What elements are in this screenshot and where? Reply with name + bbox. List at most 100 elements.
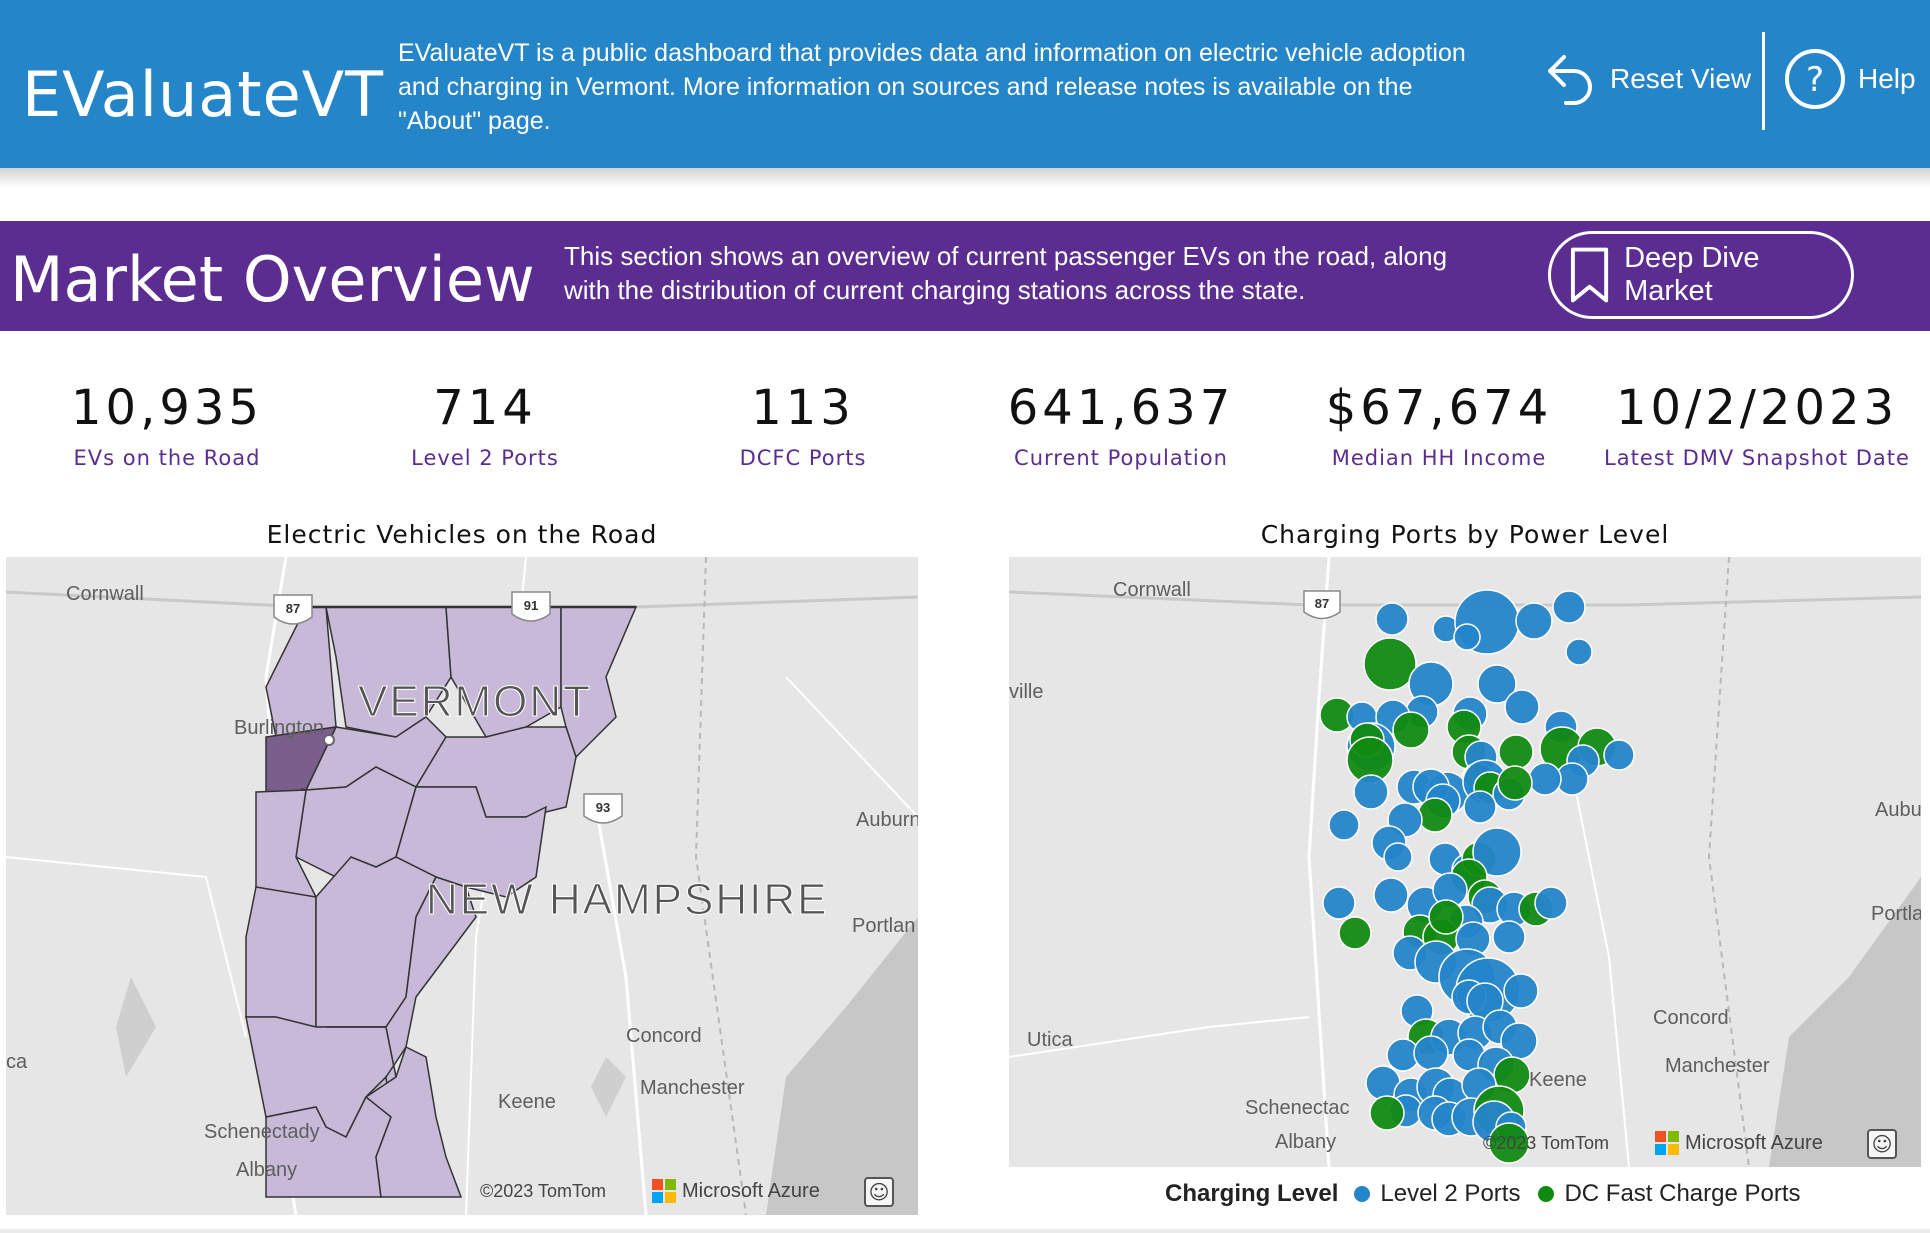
interstate-91-shield: 91 <box>511 591 551 622</box>
kpi-label: Latest DMV Snapshot Date <box>1604 446 1910 470</box>
kpi-evs-on-road: 10,935 EVs on the Road <box>8 380 326 470</box>
level2-port-marker[interactable] <box>1383 842 1413 872</box>
kpi-value: 10,935 <box>71 380 263 436</box>
section-header: Market Overview This section shows an ov… <box>0 221 1930 331</box>
level2-port-marker[interactable] <box>1328 809 1360 841</box>
reset-view-button[interactable]: Reset View <box>1544 44 1751 114</box>
place-label: Concord <box>626 1025 702 1047</box>
level2-port-marker[interactable] <box>1373 877 1409 913</box>
app-title: EValuateVT <box>22 58 385 131</box>
dcfc-port-marker[interactable] <box>1369 1095 1405 1131</box>
level2-port-marker[interactable] <box>1503 973 1539 1009</box>
kpi-value: 10/2/2023 <box>1615 380 1899 436</box>
place-label: Concord <box>1653 1007 1729 1029</box>
place-label: Albany <box>236 1159 298 1181</box>
legend-title: Charging Level <box>1165 1180 1339 1207</box>
kpi-current-population: 641,637 Current Population <box>962 380 1280 470</box>
level2-port-marker[interactable] <box>1528 762 1562 796</box>
microsoft-azure-attribution: Microsoft Azure <box>1655 1131 1823 1155</box>
help-button[interactable]: ? Help <box>1784 44 1916 114</box>
microsoft-logo-icon <box>1655 1131 1679 1155</box>
kpi-label: Level 2 Ports <box>411 446 559 470</box>
level2-port-marker[interactable] <box>1322 886 1356 920</box>
kpi-value: 641,637 <box>1007 380 1235 436</box>
place-label: Keene <box>498 1091 556 1113</box>
svg-text:87: 87 <box>1315 596 1329 611</box>
reset-view-label: Reset View <box>1610 63 1752 94</box>
place-label: Burlington <box>234 717 325 739</box>
header-shadow <box>0 168 1930 188</box>
place-label: Manchester <box>1665 1055 1770 1077</box>
level2-port-marker[interactable] <box>1413 1035 1449 1071</box>
svg-text:87: 87 <box>286 601 300 616</box>
kpi-value: $67,674 <box>1325 380 1553 436</box>
svg-text:93: 93 <box>596 800 610 815</box>
legend-item-dcfc[interactable]: DC Fast Charge Ports <box>1564 1180 1801 1207</box>
level2-port-marker[interactable] <box>1472 827 1522 877</box>
level2-port-marker[interactable] <box>1353 774 1389 810</box>
place-label: Cornwall <box>66 583 144 605</box>
level2-port-marker[interactable] <box>1552 590 1586 624</box>
dcfc-port-marker[interactable] <box>1392 711 1430 749</box>
place-label: Keene <box>1529 1069 1587 1091</box>
bottom-divider <box>0 1229 1930 1233</box>
feedback-smiley-icon[interactable]: ☺ <box>1867 1129 1897 1159</box>
charging-map-canvas: 87 <box>1009 557 1921 1167</box>
place-label: Auburn <box>856 809 918 831</box>
interstate-93-shield: 93 <box>583 793 623 824</box>
deep-dive-market-button[interactable]: Deep Dive Market <box>1548 231 1854 319</box>
place-label: Schenectady <box>204 1121 320 1143</box>
dcfc-port-marker[interactable] <box>1363 637 1417 691</box>
dcfc-port-marker[interactable] <box>1497 765 1533 801</box>
ev-choropleth-map[interactable]: 87 91 93 Cornwall Burlington VERMONT NEW… <box>6 557 918 1215</box>
kpi-dcfc-ports: 113 DCFC Ports <box>644 380 962 470</box>
level2-port-marker[interactable] <box>1492 920 1526 954</box>
dcfc-port-marker[interactable] <box>1428 899 1464 935</box>
feedback-smiley-icon[interactable]: ☺ <box>864 1177 894 1207</box>
kpi-level2-ports: 714 Level 2 Ports <box>326 380 644 470</box>
level2-port-marker[interactable] <box>1375 602 1409 636</box>
top-banner: EValuateVT EValuateVT is a public dashbo… <box>0 0 1930 168</box>
charging-ports-map[interactable]: 87 Cornwall ville Aubu Portla Concord Ma… <box>1009 557 1921 1167</box>
place-label: Aubu <box>1875 799 1921 821</box>
ev-map-canvas: 87 91 93 <box>6 557 918 1215</box>
level2-port-marker[interactable] <box>1515 602 1553 640</box>
svg-text:91: 91 <box>524 598 538 613</box>
charging-legend: Charging Level Level 2 Ports DC Fast Cha… <box>1165 1180 1801 1208</box>
dcfc-port-marker[interactable] <box>1338 916 1372 950</box>
level2-port-marker[interactable] <box>1504 689 1540 725</box>
microsoft-azure-attribution: Microsoft Azure <box>652 1179 820 1203</box>
place-label: ville <box>1009 681 1044 703</box>
charging-port-markers <box>1319 589 1635 1164</box>
dcfc-port-marker[interactable] <box>1417 797 1453 833</box>
deep-dive-label: Deep Dive Market <box>1624 242 1760 307</box>
interstate-87-shield: 87 <box>273 594 313 625</box>
ev-map-title: Electric Vehicles on the Road <box>266 520 658 549</box>
kpi-label: EVs on the Road <box>73 446 261 470</box>
dcfc-port-marker[interactable] <box>1488 1122 1530 1164</box>
level2-port-marker[interactable] <box>1565 638 1593 666</box>
place-label: Portlan <box>852 915 916 937</box>
legend-dcfc-dot <box>1538 1186 1555 1202</box>
level2-port-marker[interactable] <box>1453 623 1481 651</box>
dcfc-port-marker[interactable] <box>1498 734 1534 770</box>
kpi-label: Current Population <box>1014 446 1228 470</box>
level2-port-marker[interactable] <box>1477 664 1517 704</box>
microsoft-logo-icon <box>652 1179 676 1203</box>
legend-item-level2[interactable]: Level 2 Ports <box>1380 1180 1521 1207</box>
level2-port-marker[interactable] <box>1603 739 1635 771</box>
question-circle-icon: ? <box>1785 49 1845 109</box>
place-label: Manchester <box>640 1077 745 1099</box>
svg-text:?: ? <box>1806 60 1824 100</box>
provider-label: Microsoft Azure <box>682 1179 820 1202</box>
map-copyright: ©2023 TomTom <box>480 1181 606 1201</box>
legend-level2-dot <box>1354 1186 1371 1202</box>
help-label: Help <box>1858 63 1916 94</box>
county-polygons <box>245 606 638 1198</box>
level2-port-marker[interactable] <box>1463 790 1497 824</box>
place-label: Schenectac <box>1245 1097 1350 1119</box>
bookmark-icon <box>1570 247 1609 303</box>
kpi-dmv-snapshot-date: 10/2/2023 Latest DMV Snapshot Date <box>1598 380 1916 470</box>
level2-port-marker[interactable] <box>1534 886 1568 920</box>
